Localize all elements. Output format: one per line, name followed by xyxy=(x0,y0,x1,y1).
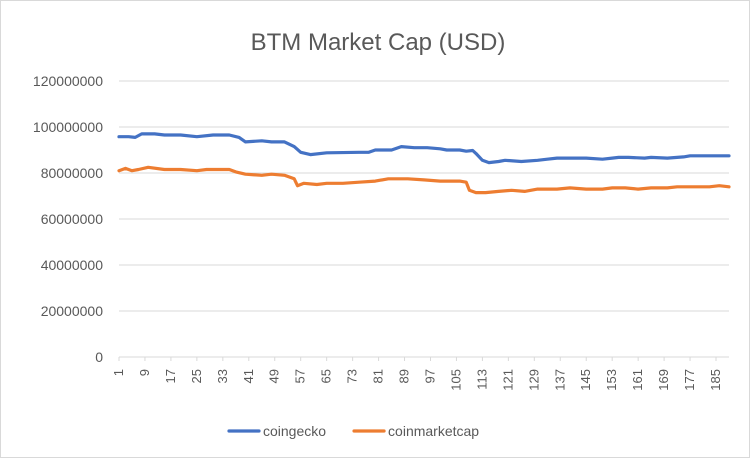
x-tick-label: 121 xyxy=(500,369,515,391)
y-tick-label: 0 xyxy=(95,349,103,365)
legend-label-coingecko: coingecko xyxy=(263,423,326,439)
y-tick-label: 60000000 xyxy=(41,211,104,227)
x-tick-label: 1 xyxy=(111,369,126,376)
legend: coingecko coinmarketcap xyxy=(227,423,479,439)
x-tick-label: 177 xyxy=(682,369,697,391)
x-tick-label: 49 xyxy=(267,369,282,383)
x-tick-label: 161 xyxy=(630,369,645,391)
x-tick-label: 153 xyxy=(604,369,619,391)
chart-title: BTM Market Cap (USD) xyxy=(251,29,506,56)
x-tick-label: 129 xyxy=(526,369,541,391)
x-tick-label: 73 xyxy=(345,369,360,383)
x-tick-label: 105 xyxy=(448,369,463,391)
x-tick-label: 33 xyxy=(215,369,230,383)
gridlines xyxy=(119,80,729,358)
y-axis-tick-labels: 0 20000000 40000000 60000000 80000000 1000000… xyxy=(33,73,103,365)
y-tick-label: 20000000 xyxy=(41,303,104,319)
series-line-coinmarketcap xyxy=(117,165,731,195)
x-tick-label: 97 xyxy=(422,369,437,383)
series-lines xyxy=(117,132,731,195)
x-tick-label: 89 xyxy=(397,369,412,383)
x-tick-label: 113 xyxy=(474,369,489,390)
x-tick-label: 41 xyxy=(241,369,256,383)
x-tick-label: 17 xyxy=(163,369,178,383)
x-tick-label: 185 xyxy=(708,369,723,391)
legend-label-coinmarketcap: coinmarketcap xyxy=(388,423,479,439)
series-line-coingecko xyxy=(117,132,731,165)
x-tick-label: 9 xyxy=(137,369,152,376)
x-axis-tick-labels: 1 9 17 25 33 41 49 57 65 73 81 89 97 105 113 121 129 137 1… xyxy=(111,357,723,391)
x-tick-label: 25 xyxy=(189,369,204,383)
x-tick-label: 169 xyxy=(656,369,671,391)
x-tick-label: 145 xyxy=(578,369,593,391)
x-tick-label: 137 xyxy=(552,369,567,391)
y-tick-label: 100000000 xyxy=(33,119,103,135)
x-tick-label: 65 xyxy=(319,369,334,383)
y-tick-label: 80000000 xyxy=(41,165,104,181)
x-tick-label: 81 xyxy=(371,369,386,383)
x-tick-label: 57 xyxy=(293,369,308,383)
y-tick-label: 40000000 xyxy=(41,257,104,273)
y-tick-label: 120000000 xyxy=(33,73,103,89)
